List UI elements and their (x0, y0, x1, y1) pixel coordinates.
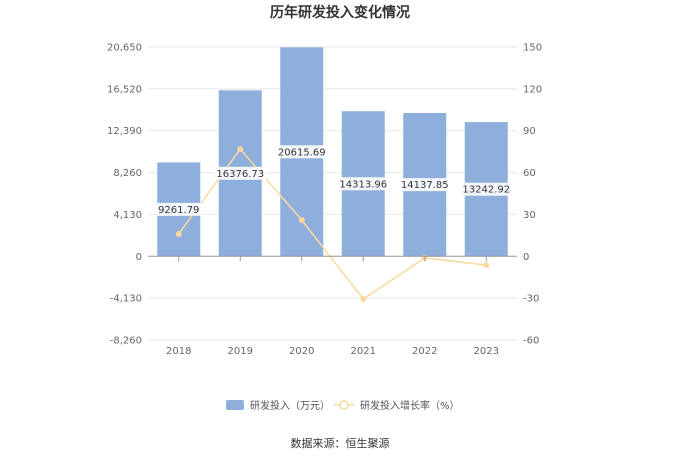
x-tick-label: 2018 (166, 346, 191, 357)
bar-value-label-bg (275, 145, 328, 159)
bar-value-label: 14137.85 (401, 180, 449, 191)
y-left-tick-label: 0 (136, 252, 142, 263)
bar-value-label: 9261.79 (158, 205, 199, 216)
line-series (175, 146, 490, 302)
line-point[interactable] (237, 146, 244, 153)
y-right-tick-label: 90 (523, 126, 536, 137)
y-right-tick-label: 0 (523, 252, 529, 263)
source-note: 数据来源：恒生聚源 (291, 436, 390, 450)
growth-line (178, 147, 487, 300)
legend-bar-label: 研发投入（万元） (250, 399, 330, 412)
bar-value-label-bg (156, 202, 202, 216)
legend-bar-swatch (226, 400, 244, 410)
bar-value-label-bg (460, 182, 513, 196)
x-tick-label: 2021 (351, 346, 376, 357)
legend-line-marker (339, 400, 349, 410)
y-right-tick-label: -30 (523, 294, 539, 305)
y-left-tick-label: 12,390 (107, 126, 142, 137)
y-right-tick-label: 120 (523, 84, 542, 95)
bar-value-label: 14313.96 (339, 179, 387, 190)
x-tick-label: 2020 (289, 346, 314, 357)
bar-series (157, 47, 508, 257)
x-tick-label: 2022 (412, 346, 437, 357)
x-tick-label: 2019 (228, 346, 253, 357)
legend-line-label: 研发投入增长率（%） (360, 399, 460, 412)
bar-value-label-bg (337, 177, 390, 191)
y-left-tick-label: 20,650 (107, 43, 142, 54)
line-point[interactable] (298, 217, 305, 224)
line-point[interactable] (175, 230, 182, 237)
y-left-tick-label: 8,260 (113, 168, 142, 179)
data-labels: 9261.79 16376.73 20615.69 14313.96 14137.85 1… (156, 145, 513, 216)
y-right-tick-label: -60 (523, 336, 539, 347)
bar-value-label-bg (214, 166, 267, 180)
y-left-tick-label: 4,130 (113, 210, 142, 221)
bar-value-label-bg (398, 178, 451, 192)
y-right-tick-label: 60 (523, 168, 536, 179)
chart-title: 历年研发投入变化情况 (270, 4, 410, 21)
legend[interactable]: 研发投入（万元） 研发投入增长率（%） (226, 399, 460, 412)
axes: -8,260 -4,130 0 4,130 8,260 12,390 16,520 20,65… (107, 43, 542, 358)
line-point[interactable] (483, 262, 490, 269)
y-right-tick-label: 30 (523, 210, 536, 221)
y-left-tick-label: 16,520 (107, 84, 142, 95)
y-right-tick-label: 150 (523, 43, 542, 54)
bar-value-label: 16376.73 (216, 169, 264, 180)
bar-value-label: 20615.69 (278, 147, 326, 158)
x-tick-label: 2023 (474, 346, 499, 357)
bar-value-label: 13242.92 (462, 185, 510, 196)
line-point[interactable] (360, 295, 367, 302)
y-left-tick-label: -4,130 (110, 294, 142, 305)
y-left-tick-label: -8,260 (110, 336, 142, 347)
